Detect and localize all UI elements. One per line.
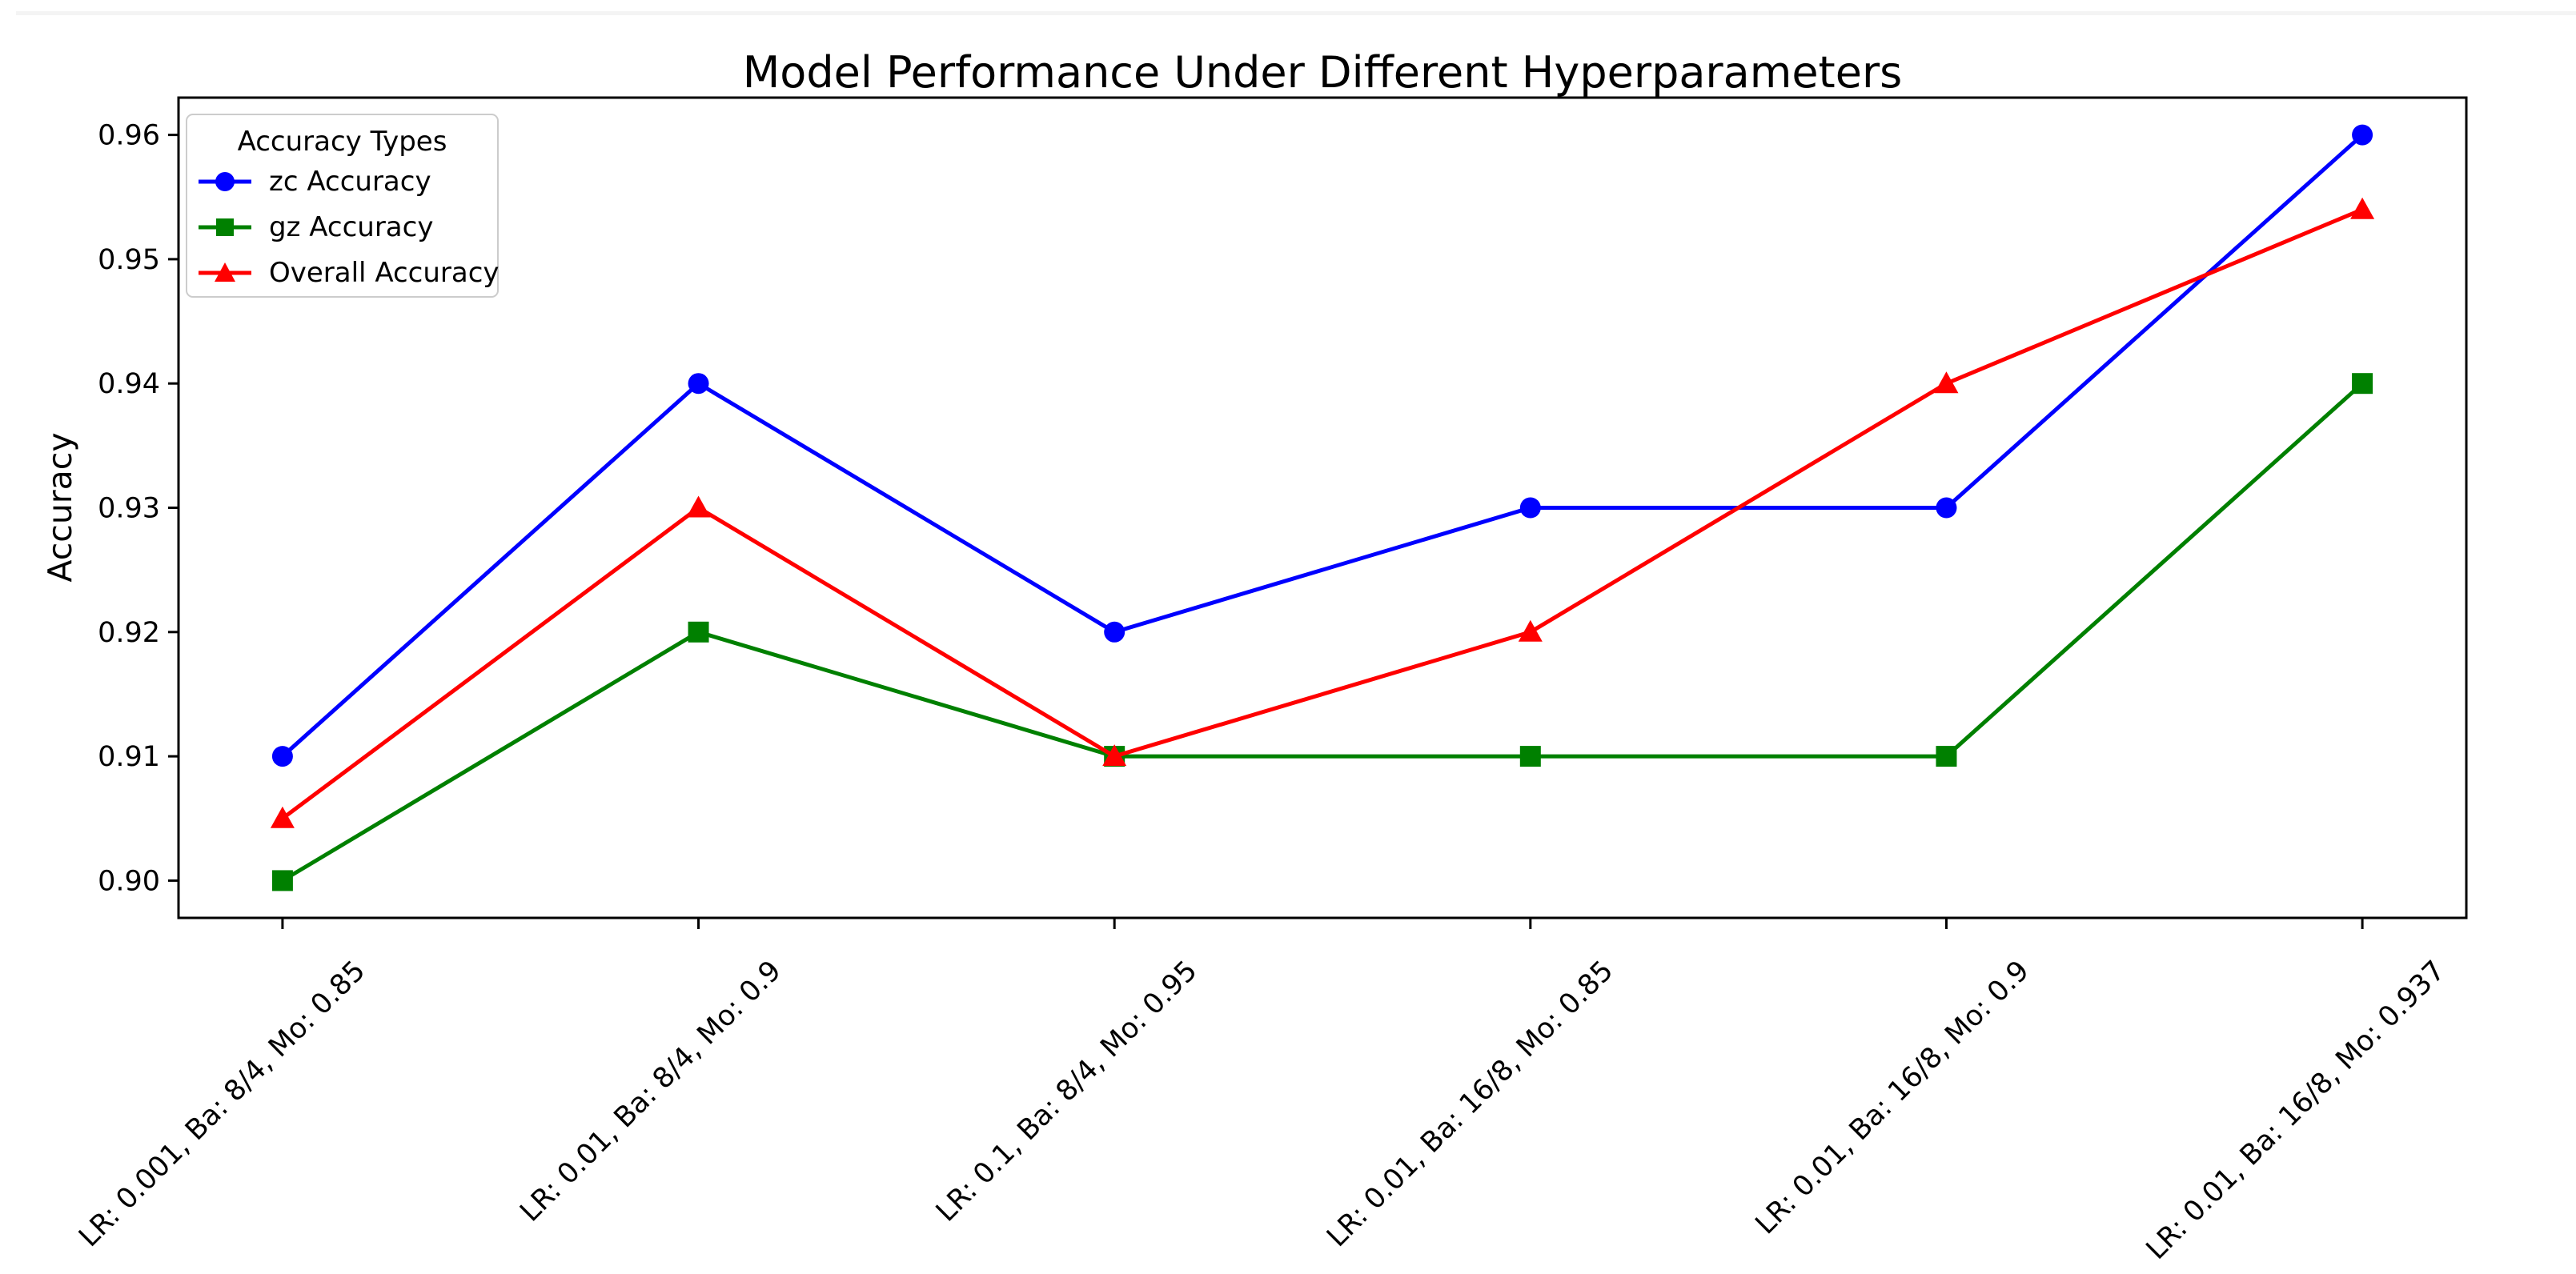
y-tick-label: 0.91 [98, 741, 160, 773]
data-point-marker [1518, 619, 1543, 642]
data-point-marker [686, 495, 711, 518]
y-tick-label: 0.90 [98, 865, 160, 897]
data-point-marker [1519, 746, 1541, 767]
series-line-2 [281, 207, 2364, 820]
legend-label: Overall Accuracy [269, 256, 500, 289]
data-point-marker [1102, 744, 1127, 767]
legend-title: Accuracy Types [237, 126, 447, 158]
y-tick-label: 0.96 [98, 120, 160, 152]
data-point-marker [1936, 497, 1957, 519]
data-point-marker [1934, 371, 1959, 394]
series-line-1 [281, 382, 2364, 883]
legend-item-zc-accuracy: zc Accuracy [187, 158, 497, 204]
data-point-marker [1519, 497, 1541, 519]
legend-label: gz Accuracy [269, 210, 434, 243]
x-tick-label: LR: 0.01, Ba: 16/8, Mo: 0.9 [1750, 955, 2036, 1240]
data-point-marker [2352, 373, 2373, 395]
y-tick-label: 0.94 [98, 368, 160, 400]
series-line-0 [281, 133, 2364, 758]
legend-square-marker-icon [197, 214, 253, 241]
y-tick-label: 0.95 [98, 244, 160, 276]
x-tick-label: LR: 0.01, Ba: 16/8, Mo: 0.937 [2141, 955, 2452, 1266]
data-point-marker [1936, 746, 1957, 767]
legend-triangle-marker-icon [197, 259, 253, 286]
legend: Accuracy Types zc Accuracy gz Accuracy O… [186, 114, 500, 298]
legend-circle-marker-icon [197, 168, 253, 195]
axes-frame [177, 96, 2468, 919]
chart-title: Model Performance Under Different Hyperp… [742, 47, 1903, 98]
data-point-marker [1104, 621, 1125, 643]
x-tick-label: LR: 0.001, Ba: 8/4, Mo: 0.85 [73, 955, 371, 1253]
legend-item-overall-accuracy: Overall Accuracy [187, 250, 500, 295]
legend-item-gz-accuracy: gz Accuracy [187, 204, 497, 250]
window-edge-strip [16, 11, 2576, 15]
data-point-marker [688, 621, 709, 643]
data-point-marker [271, 870, 293, 891]
x-tick-label: LR: 0.1, Ba: 8/4, Mo: 0.95 [930, 955, 1204, 1228]
data-point-marker [2352, 124, 2373, 146]
data-point-marker [688, 373, 709, 395]
x-tick-label: LR: 0.01, Ba: 8/4, Mo: 0.9 [514, 955, 788, 1228]
legend-label: zc Accuracy [269, 165, 431, 198]
data-point-marker [270, 806, 295, 828]
data-point-marker [271, 746, 293, 767]
y-tick-label: 0.93 [98, 493, 160, 525]
y-tick-label: 0.92 [98, 617, 160, 649]
data-point-marker [2350, 197, 2375, 219]
x-tick-label: LR: 0.01, Ba: 16/8, Mo: 0.85 [1321, 955, 1619, 1253]
